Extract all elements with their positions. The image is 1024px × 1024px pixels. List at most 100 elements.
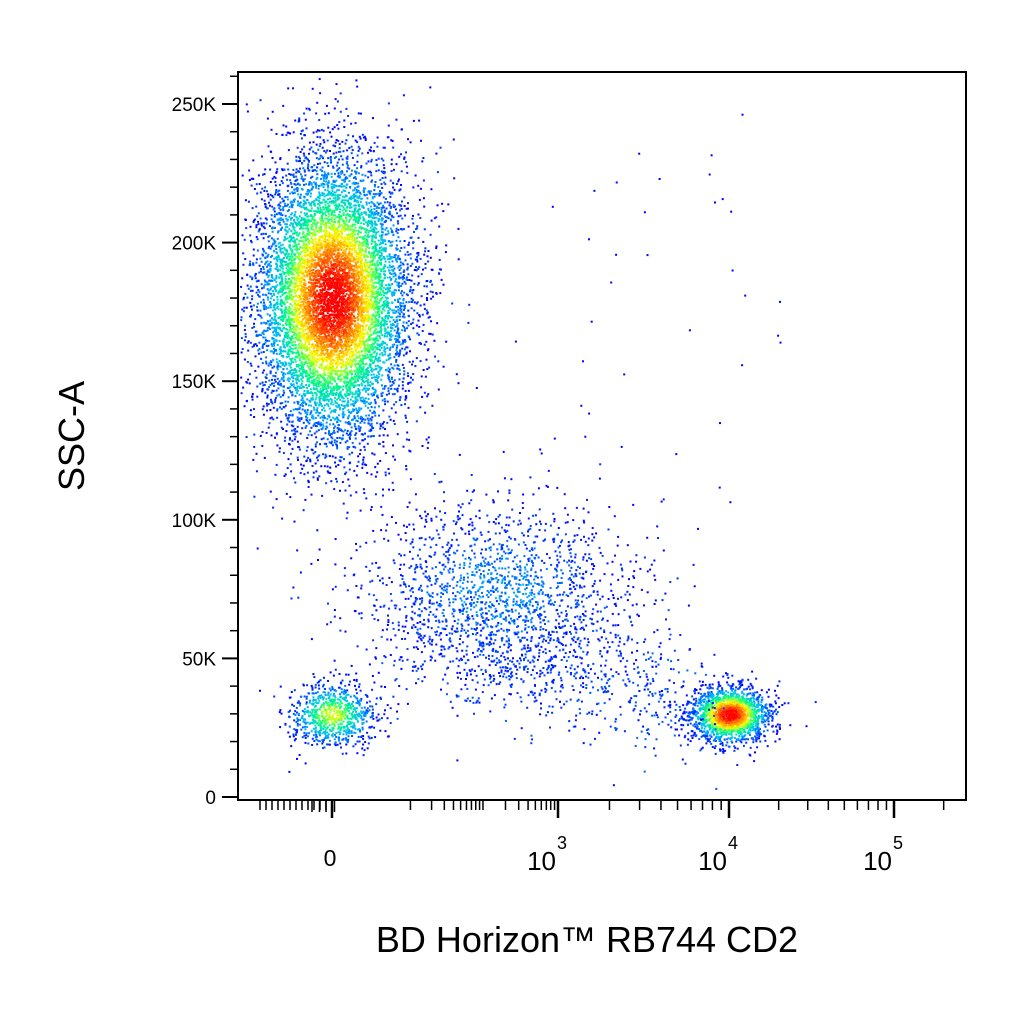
data-point bbox=[340, 276, 343, 279]
data-point bbox=[291, 380, 294, 383]
data-point bbox=[387, 326, 390, 329]
data-point bbox=[323, 416, 326, 419]
data-point bbox=[315, 340, 318, 343]
data-point bbox=[322, 129, 325, 132]
data-point bbox=[336, 198, 339, 201]
data-point bbox=[315, 330, 318, 333]
data-point bbox=[291, 298, 294, 301]
data-point bbox=[330, 218, 333, 221]
data-point bbox=[287, 281, 290, 284]
data-point bbox=[267, 253, 270, 256]
data-point bbox=[276, 264, 279, 267]
data-point bbox=[385, 292, 388, 295]
data-point bbox=[309, 375, 312, 378]
data-point bbox=[255, 376, 258, 379]
data-point bbox=[246, 284, 249, 287]
data-point bbox=[259, 217, 262, 220]
data-point bbox=[411, 289, 414, 292]
data-point bbox=[348, 242, 351, 245]
data-point bbox=[372, 268, 374, 270]
data-point bbox=[355, 195, 358, 198]
data-point bbox=[357, 344, 359, 347]
data-point bbox=[303, 309, 305, 312]
data-point bbox=[316, 336, 318, 339]
data-point bbox=[275, 133, 278, 135]
data-point bbox=[302, 178, 304, 181]
data-point bbox=[302, 232, 305, 235]
data-point bbox=[327, 322, 330, 325]
data-point bbox=[288, 371, 291, 373]
data-point bbox=[316, 163, 319, 165]
data-point bbox=[367, 279, 369, 282]
data-point bbox=[364, 418, 367, 421]
data-point bbox=[369, 366, 372, 369]
data-point bbox=[330, 213, 333, 216]
data-point bbox=[281, 258, 284, 261]
data-point bbox=[322, 313, 325, 316]
data-point bbox=[394, 305, 397, 308]
data-point bbox=[346, 160, 349, 163]
data-point bbox=[312, 300, 315, 303]
data-point bbox=[265, 377, 268, 380]
data-point bbox=[297, 339, 300, 341]
data-point bbox=[348, 462, 351, 465]
data-point bbox=[398, 384, 400, 387]
data-point bbox=[400, 128, 403, 131]
data-point bbox=[273, 279, 276, 282]
data-point bbox=[355, 210, 358, 213]
data-point bbox=[413, 309, 416, 312]
data-point bbox=[293, 213, 296, 216]
data-point bbox=[371, 319, 374, 322]
data-point bbox=[372, 285, 375, 288]
data-point bbox=[290, 384, 293, 387]
data-point bbox=[289, 240, 291, 243]
data-point bbox=[344, 267, 347, 270]
data-point bbox=[376, 145, 379, 148]
data-point bbox=[275, 274, 278, 277]
data-point bbox=[262, 268, 265, 271]
data-point bbox=[366, 380, 369, 382]
data-point bbox=[377, 219, 380, 222]
data-point bbox=[422, 157, 425, 159]
data-point bbox=[350, 403, 353, 406]
data-point bbox=[378, 349, 381, 352]
data-point bbox=[364, 238, 367, 241]
data-point bbox=[276, 303, 279, 305]
data-point bbox=[302, 399, 305, 402]
data-point bbox=[365, 375, 368, 378]
data-point bbox=[372, 313, 375, 316]
data-point bbox=[378, 305, 381, 308]
data-point bbox=[299, 471, 302, 474]
data-point bbox=[271, 295, 274, 298]
data-point bbox=[280, 261, 283, 264]
data-point bbox=[298, 239, 301, 242]
data-point bbox=[376, 292, 379, 295]
data-point bbox=[316, 407, 319, 410]
data-point bbox=[337, 294, 340, 297]
data-point bbox=[279, 295, 282, 298]
data-point bbox=[309, 413, 312, 416]
data-point bbox=[331, 444, 334, 447]
data-point bbox=[318, 382, 321, 385]
data-point bbox=[330, 333, 333, 336]
data-point bbox=[292, 377, 295, 380]
data-point bbox=[297, 234, 300, 237]
data-point bbox=[360, 166, 363, 169]
data-point bbox=[374, 493, 377, 496]
data-point bbox=[308, 312, 311, 315]
data-point bbox=[312, 369, 315, 372]
data-point bbox=[350, 369, 353, 372]
data-point bbox=[309, 362, 312, 365]
data-point bbox=[358, 360, 361, 363]
data-point bbox=[362, 332, 365, 335]
data-point bbox=[427, 250, 430, 252]
data-point bbox=[332, 358, 335, 361]
data-point bbox=[359, 324, 362, 327]
data-point bbox=[337, 247, 339, 250]
data-point bbox=[360, 337, 363, 340]
data-point bbox=[378, 343, 381, 346]
data-point bbox=[288, 296, 291, 299]
data-point bbox=[298, 304, 301, 307]
data-point bbox=[320, 236, 322, 239]
data-point bbox=[272, 238, 275, 241]
